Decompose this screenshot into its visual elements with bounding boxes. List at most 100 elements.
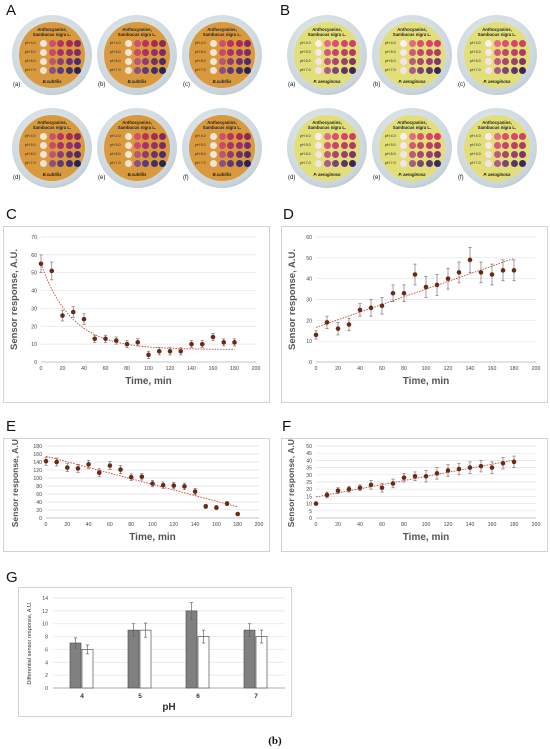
sensor-well [74,151,81,158]
sensor-well [417,133,424,140]
plate-organism-label: B.subtilis [42,79,62,84]
sensor-well [315,133,322,140]
sensor-well [493,142,501,149]
y-tick-label: 40 [31,289,37,295]
data-point [167,348,173,354]
plate-title-line-2: Sambucus nigra L. [392,125,432,130]
sensor-well [502,151,509,158]
chart-frame-f: 0 5 10 15 20 25 30 35 40 45 50 0 20 40 60 80 100 120 140 16… [281,437,548,552]
data-point [107,463,113,468]
y-tick-label: 80 [36,484,42,490]
petri-plate: Anthocyanins, Sambucus nigra L. pH 4.0 pH 5… [287,108,367,188]
plate-title-line-2: Sambucus nigra L. [477,32,517,37]
sensor-well [40,142,47,149]
plate-organism-label: B.subtilis [212,79,232,84]
data-point [118,467,123,472]
sensor-well [48,160,56,167]
x-axis-label: pH [162,702,175,713]
x-tick-label: 40 [86,522,92,528]
x-tick-label: 160 [212,522,221,528]
data-point [221,340,227,345]
panel-label-b: B [280,2,291,19]
data-point [368,305,374,311]
sensor-well [332,58,339,65]
sensor-well [133,142,141,149]
y-tick-label: 50 [306,444,312,450]
sensor-well [349,40,356,47]
petri-plate: Anthocyanins, Sambucus nigra L. pH 4.0 pH 5… [372,15,452,95]
ph-label: pH 7.0 [195,68,206,72]
bar [81,649,94,689]
sensor-well [159,58,166,65]
plate-title-line-1: Anthocyanins, [482,27,512,32]
sensor-well [408,67,416,74]
sensor-well [425,151,433,158]
panel-label-d: D [283,206,294,223]
sensor-well [210,49,217,56]
x-tick-label: 80 [401,366,407,372]
y-tick-label: 0 [39,516,42,522]
sensor-well [323,142,331,149]
sensor-well [133,67,141,74]
x-axis-label: Time, min [403,532,450,543]
plate-grid-a: Anthocyanins, Sambucus nigra L. pH 4.0 pH 5… [0,0,275,205]
data-point [467,465,473,470]
y-tick-label: 8 [45,635,48,641]
sensor-well [218,67,226,74]
x-tick-label: 140 [466,522,475,528]
y-tick-label: 0 [45,686,48,692]
data-point [434,471,440,476]
x-tick-label: 20 [64,522,70,528]
sensor-well [218,58,226,65]
sensor-well [125,142,132,149]
ph-label: pH 5.0 [385,50,396,54]
y-tick-label: 40 [36,500,42,506]
sensor-well [315,142,322,149]
x-tick-label: 60 [107,522,113,528]
sensor-well [210,40,217,47]
sensor-well [48,40,56,47]
sensor-well [218,40,226,47]
sensor-well [340,58,348,65]
sensor-well [57,142,64,149]
plate-organism-label: B.subtilis [42,172,62,177]
petri-plate: Anthocyanins, Sambucus nigra L. pH 4.0 pH 5… [182,15,262,95]
petri-plate: Anthocyanins, Sambucus nigra L. pH 4.0 pH 5… [97,15,177,95]
plate-sub-label: (f) [183,175,189,181]
sensor-well [349,160,356,167]
sensor-well [40,133,47,140]
data-point [150,481,155,486]
x-tick-label: 40 [357,366,363,372]
data-point [478,463,484,469]
sensor-well [519,40,526,47]
sensor-well [65,142,73,149]
y-tick-label: 10 [42,622,48,628]
y-tick-label: 20 [36,508,42,514]
panel-label-f: F [282,418,292,435]
sensor-well [227,160,234,167]
petri-plate: Anthocyanins, Sambucus nigra L. pH 4.0 pH 5… [457,108,537,188]
plate-title-line-2: Sambucus nigra L. [117,32,157,37]
sensor-well [218,49,226,56]
sensor-well [218,142,226,149]
plate-title: Anthocyanins, Sambucus nigra L. [97,120,177,130]
plate-title-line-1: Anthocyanins, [122,27,152,32]
sensor-well [227,133,234,140]
data-point [401,475,407,480]
data-point [379,303,385,309]
data-point [160,482,166,488]
data-point [401,290,407,296]
x-tick-label: 0 [45,522,48,528]
sensor-well [425,40,433,47]
sensor-well [244,58,251,65]
data-point [390,481,396,486]
ph-label: pH 7.0 [300,68,311,72]
sensor-well [332,160,339,167]
sensor-well [210,58,217,65]
ph-label: pH 5.0 [25,143,36,147]
ph-label: pH 5.0 [195,50,206,54]
x-tick-label: 120 [169,522,178,528]
sensor-well [150,133,158,140]
data-point [445,468,451,473]
sensor-well [434,133,441,140]
